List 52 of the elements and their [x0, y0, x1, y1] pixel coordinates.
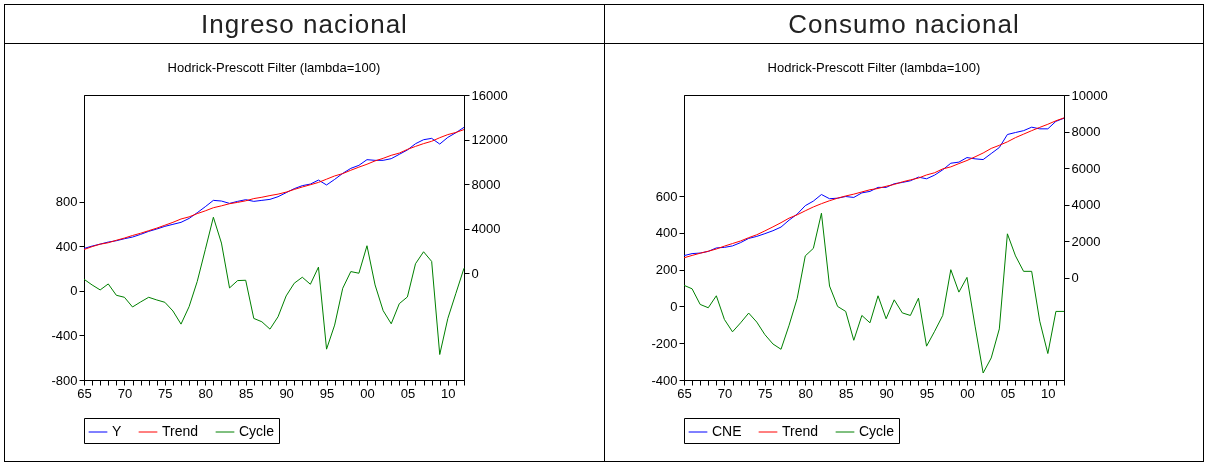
- legend-label: Cycle: [859, 423, 895, 439]
- chart-subtitle: Hodrick-Prescott Filter (lambda=100): [167, 60, 381, 75]
- y2-tick-label: 4000: [1071, 197, 1101, 213]
- legend-label: Trend: [162, 423, 199, 439]
- x-tick-label: 65: [677, 385, 692, 401]
- y2-tick-label: 8000: [471, 176, 501, 192]
- x-tick-label: 70: [717, 385, 733, 401]
- legend-label: Trend: [782, 423, 819, 439]
- y-tick-label: 0: [670, 298, 678, 314]
- y2-tick-label: 0: [471, 265, 479, 281]
- y-tick-label: -800: [51, 372, 78, 388]
- x-tick-label: 70: [117, 385, 133, 401]
- x-tick-label: 00: [360, 385, 375, 401]
- x-tick-label: 95: [919, 385, 935, 401]
- x-tick-label: 75: [758, 385, 773, 401]
- chart-title: Consumo nacional: [605, 5, 1203, 44]
- y2-tick-label: 2000: [1071, 233, 1101, 249]
- y-tick-label: -400: [51, 327, 78, 343]
- x-tick-label: 80: [198, 385, 214, 401]
- y2-tick-label: 8000: [1071, 124, 1101, 140]
- x-tick-label: 90: [279, 385, 294, 401]
- y-tick-label: 400: [655, 225, 678, 241]
- y2-tick-label: 4000: [471, 221, 501, 237]
- y2-tick-label: 12000: [471, 132, 508, 148]
- chart-title: Ingreso nacional: [5, 5, 604, 44]
- y2-tick-label: 16000: [471, 87, 508, 103]
- x-tick-label: 90: [879, 385, 894, 401]
- y2-tick-label: 10000: [1071, 87, 1108, 103]
- x-tick-label: 85: [238, 385, 254, 401]
- legend-label: CNE: [712, 423, 742, 439]
- y-tick-label: -400: [651, 372, 678, 388]
- x-tick-label: 80: [798, 385, 814, 401]
- y-tick-label: 400: [55, 238, 78, 254]
- legend-label: Y: [112, 423, 122, 439]
- x-tick-label: 10: [1041, 385, 1056, 401]
- x-tick-label: 05: [400, 385, 416, 401]
- x-tick-label: 00: [960, 385, 975, 401]
- x-tick-label: 65: [77, 385, 92, 401]
- chart-subtitle: Hodrick-Prescott Filter (lambda=100): [767, 60, 981, 75]
- y-tick-label: 200: [655, 262, 678, 278]
- y-tick-label: -200: [651, 335, 678, 351]
- y2-tick-label: 0: [1071, 270, 1079, 286]
- x-tick-label: 10: [441, 385, 456, 401]
- x-tick-label: 75: [158, 385, 173, 401]
- x-tick-label: 95: [319, 385, 335, 401]
- x-tick-label: 05: [1000, 385, 1016, 401]
- y-tick-label: 0: [70, 283, 78, 299]
- y-tick-label: 800: [55, 194, 78, 210]
- x-tick-label: 85: [838, 385, 854, 401]
- y-tick-label: 600: [655, 188, 678, 204]
- y2-tick-label: 6000: [1071, 160, 1101, 176]
- legend-label: Cycle: [239, 423, 275, 439]
